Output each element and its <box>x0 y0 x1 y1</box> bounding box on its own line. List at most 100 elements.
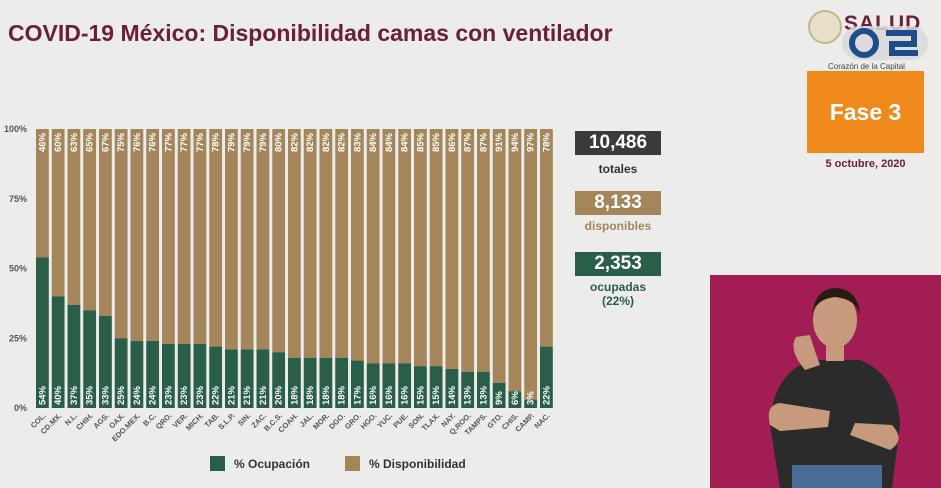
data-label-occupancy: 18% <box>321 385 332 405</box>
bar-occupancy <box>114 338 128 408</box>
bar-availability <box>256 129 270 350</box>
bar-occupancy <box>193 343 207 408</box>
data-label-availability: 82% <box>289 132 300 152</box>
occupied-beds-value: 2,353 <box>575 252 661 276</box>
data-label-availability: 85% <box>431 132 442 152</box>
available-beds-label: disponibles <box>584 219 652 233</box>
data-label-availability: 82% <box>337 132 348 152</box>
y-tick-label: 50% <box>9 264 27 274</box>
bar-availability <box>99 129 112 316</box>
data-label-availability: 97% <box>526 132 537 152</box>
bar-availability <box>429 129 443 367</box>
bar-occupancy <box>130 341 144 408</box>
data-label-availability: 65% <box>85 132 96 152</box>
bar-occupancy <box>445 368 459 408</box>
data-label-availability: 67% <box>100 132 111 152</box>
bar-occupancy <box>540 346 553 408</box>
data-label-availability: 84% <box>384 132 395 152</box>
x-tick-label: HGO. <box>359 411 379 431</box>
data-label-occupancy: 40% <box>53 385 64 405</box>
x-tick-label: CHIH. <box>74 411 95 432</box>
c2-logo-icon <box>842 26 928 60</box>
data-label-occupancy: 54% <box>37 385 48 405</box>
data-label-availability: 46% <box>37 132 48 152</box>
bar-occupancy <box>351 360 364 408</box>
bar-availability <box>303 129 317 358</box>
data-label-occupancy: 20% <box>274 385 285 405</box>
bar-availability <box>461 129 475 372</box>
data-label-availability: 79% <box>242 132 253 152</box>
bar-occupancy <box>366 363 380 408</box>
page-title: COVID-19 México: Disponibilidad camas co… <box>8 20 613 46</box>
bar-availability <box>477 129 490 372</box>
bar-availability <box>193 129 207 344</box>
data-label-occupancy: 15% <box>431 385 442 405</box>
bar-availability <box>366 129 380 364</box>
bar-availability <box>508 129 522 392</box>
data-label-availability: 85% <box>415 132 426 152</box>
logo-subtitle: Corazón de la Capital <box>828 62 905 71</box>
bar-occupancy <box>83 310 97 408</box>
data-label-availability: 77% <box>179 132 190 152</box>
data-label-availability: 77% <box>163 132 174 152</box>
x-tick-label: YUC. <box>375 411 394 430</box>
data-label-availability: 79% <box>226 132 237 152</box>
bar-occupancy <box>162 343 175 408</box>
x-tick-label: TLAX. <box>420 411 442 433</box>
y-tick-label: 0% <box>14 403 27 413</box>
bar-occupancy <box>508 391 522 408</box>
data-label-occupancy: 18% <box>305 385 316 405</box>
legend-swatch-occupancy <box>210 456 225 471</box>
bar-availability <box>319 129 333 358</box>
bar-occupancy <box>36 257 49 408</box>
bar-availability <box>272 129 286 353</box>
bar-occupancy <box>319 357 333 408</box>
bar-occupancy <box>461 371 475 408</box>
bar-occupancy <box>256 349 270 408</box>
bar-availability <box>288 129 301 358</box>
bar-availability <box>445 129 459 369</box>
data-label-occupancy: 16% <box>384 385 395 405</box>
data-label-occupancy: 24% <box>132 385 143 405</box>
bar-availability <box>414 129 427 367</box>
occupied-beds-percent: (22%) <box>601 294 634 308</box>
data-label-occupancy: 18% <box>337 385 348 405</box>
data-label-availability: 87% <box>463 132 474 152</box>
available-beds-value: 8,133 <box>575 191 661 215</box>
bar-availability <box>335 129 349 358</box>
bar-occupancy <box>225 349 238 408</box>
data-label-availability: 79% <box>258 132 269 152</box>
y-tick-label: 75% <box>9 194 27 204</box>
data-label-availability: 77% <box>195 132 206 152</box>
x-tick-label: MICH. <box>184 411 205 432</box>
bar-availability <box>492 129 506 383</box>
bar-occupancy <box>146 341 160 408</box>
data-label-availability: 91% <box>494 132 505 152</box>
data-label-occupancy: 21% <box>258 385 269 405</box>
data-label-occupancy: 22% <box>541 385 552 405</box>
y-tick-label: 100% <box>4 124 27 134</box>
bar-availability <box>225 129 238 350</box>
bar-availability <box>209 129 223 347</box>
x-tick-label: GRO. <box>343 411 363 431</box>
data-label-occupancy: 35% <box>85 385 96 405</box>
bar-occupancy <box>524 399 538 408</box>
bar-occupancy <box>492 382 506 408</box>
data-label-occupancy: 33% <box>100 385 111 405</box>
bar-availability <box>540 129 553 347</box>
bar-occupancy <box>67 304 81 408</box>
data-label-availability: 84% <box>368 132 379 152</box>
report-date: 5 octubre, 2020 <box>825 158 906 170</box>
bar-availability <box>67 129 81 305</box>
data-label-availability: 80% <box>274 132 285 152</box>
bar-occupancy <box>303 357 317 408</box>
data-label-occupancy: 18% <box>289 385 300 405</box>
bar-occupancy <box>382 363 396 408</box>
data-label-occupancy: 15% <box>415 385 426 405</box>
x-tick-label: AGS. <box>91 411 110 430</box>
bar-occupancy <box>429 366 443 408</box>
y-tick-label: 25% <box>9 333 27 343</box>
legend-label-availability: % Disponibilidad <box>369 456 466 471</box>
data-label-availability: 82% <box>305 132 316 152</box>
data-label-occupancy: 23% <box>163 385 174 405</box>
